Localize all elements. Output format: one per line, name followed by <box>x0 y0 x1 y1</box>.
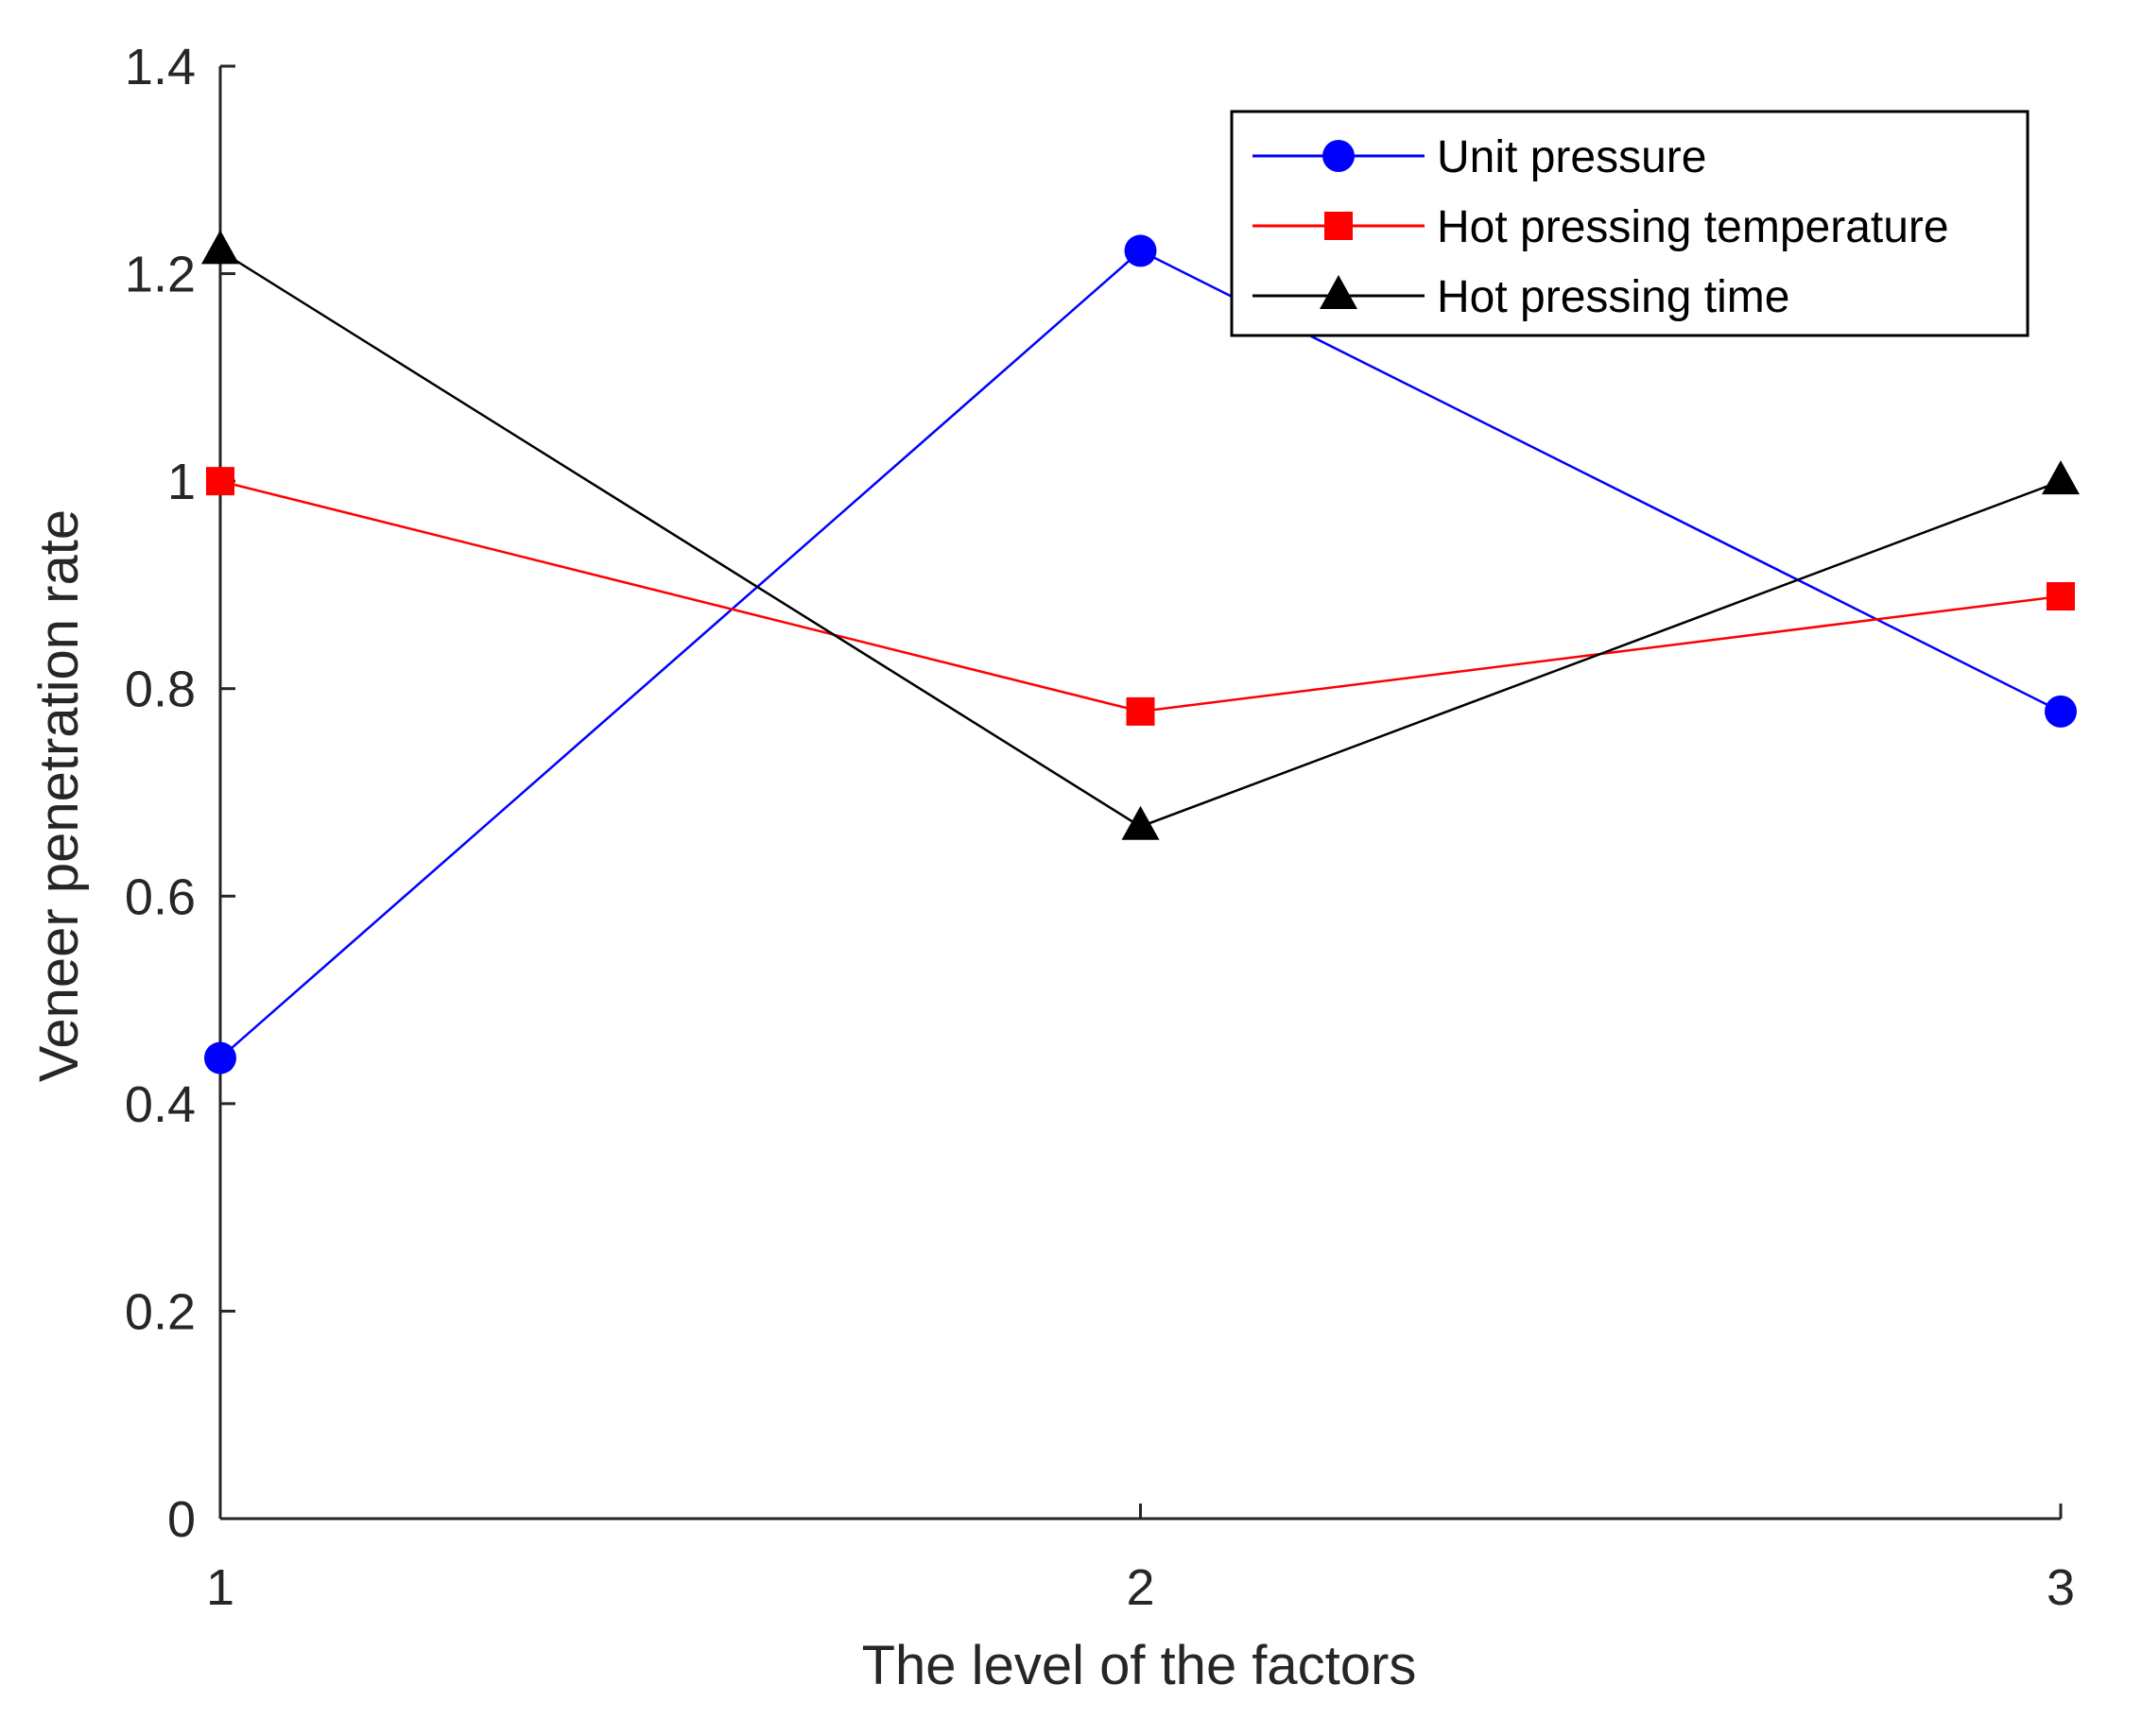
legend: Unit pressure Hot pressing temperature Hot… <box>1230 110 2030 337</box>
series-layer <box>201 230 2080 1074</box>
series-hot-pressing-temperature <box>206 467 2075 726</box>
legend-item-hot-pressing-time: Hot pressing time <box>1252 272 1789 322</box>
legend-label: Hot pressing time <box>1437 272 1789 322</box>
series-line-hot-pressing-temperature <box>219 479 2062 713</box>
y-tick-label: 1.2 <box>125 247 196 303</box>
data-point-hot-pressing-time <box>1121 805 1160 840</box>
series-line-unit-pressure <box>219 249 2062 1059</box>
data-point-hot-pressing-temperature <box>2047 582 2075 611</box>
y-tick-label: 1.4 <box>125 39 196 95</box>
data-point-hot-pressing-temperature <box>206 467 234 496</box>
data-point-unit-pressure <box>204 1041 236 1074</box>
x-axis-title: The level of the factors <box>862 1635 1417 1696</box>
legend-swatch-marker <box>1322 140 1355 172</box>
legend-item-unit-pressure: Unit pressure <box>1252 132 1706 182</box>
data-point-hot-pressing-time <box>2042 460 2080 495</box>
series-hot-pressing-time <box>201 230 2080 840</box>
data-point-unit-pressure <box>1124 234 1157 267</box>
x-tick-label: 2 <box>1126 1559 1154 1616</box>
x-tick-label: 1 <box>206 1559 234 1616</box>
y-tick-label: 0.4 <box>125 1076 196 1133</box>
x-tick-label: 3 <box>2047 1559 2075 1616</box>
legend-label: Unit pressure <box>1437 132 1706 182</box>
legend-swatch-marker <box>1320 275 1357 309</box>
data-point-hot-pressing-time <box>201 230 239 265</box>
data-point-hot-pressing-temperature <box>1126 696 1155 726</box>
y-axis-title: Veneer penetration rate <box>28 509 90 1082</box>
y-tick-label: 0 <box>167 1491 196 1548</box>
legend-item-hot-pressing-temperature: Hot pressing temperature <box>1252 202 1949 252</box>
legend-box <box>1230 110 2030 337</box>
y-tick-label: 0.2 <box>125 1283 196 1340</box>
legend-swatch-marker <box>1324 212 1353 240</box>
y-tick-label: 0.8 <box>125 662 196 718</box>
series-line-hot-pressing-time <box>219 249 2062 829</box>
y-tick-label: 1 <box>167 454 196 510</box>
legend-label: Hot pressing temperature <box>1437 202 1949 252</box>
y-tick-label: 0.6 <box>125 868 196 925</box>
data-point-unit-pressure <box>2045 695 2077 728</box>
series-unit-pressure <box>204 234 2077 1074</box>
